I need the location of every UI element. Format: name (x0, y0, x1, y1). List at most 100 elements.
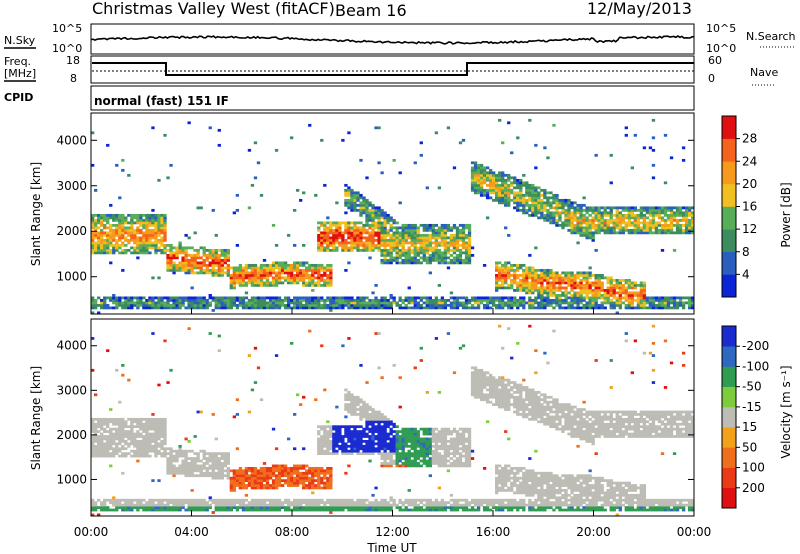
power-cell (317, 281, 321, 285)
power-cell (280, 263, 285, 267)
power-cell (211, 258, 215, 262)
velocity-cell (317, 481, 321, 485)
power-cell (636, 306, 641, 310)
power-cell (473, 186, 478, 190)
power-cell (645, 296, 650, 300)
power-cell (296, 266, 300, 270)
power-cell (97, 311, 101, 315)
velocity-cell (175, 498, 179, 502)
power-cell (271, 276, 276, 280)
velocity-cell (320, 501, 324, 505)
power-cell (543, 268, 547, 272)
power-cell (540, 216, 544, 220)
power-cell (226, 263, 230, 267)
power-cell (350, 301, 354, 305)
power-cell (624, 126, 628, 130)
velocity-cell (250, 484, 255, 487)
velocity-cell (302, 484, 306, 487)
power-cell (464, 226, 469, 230)
power-cell (573, 201, 577, 205)
power-cell (401, 248, 405, 252)
velocity-cell (235, 471, 240, 475)
power-cell (630, 228, 634, 232)
velocity-cell (235, 481, 240, 485)
power-cell (476, 166, 481, 170)
power-cell (567, 271, 571, 275)
velocity-cell (187, 503, 191, 507)
velocity-cell (244, 469, 249, 473)
velocity-cell (283, 481, 288, 485)
power-cell (603, 211, 607, 215)
power-cell (365, 231, 369, 235)
power-cell (407, 231, 411, 235)
power-cell (516, 183, 520, 187)
power-cell (425, 243, 429, 247)
power-cell (425, 223, 429, 227)
velocity-cell (124, 501, 128, 505)
power-cell (344, 238, 348, 242)
power-cell (166, 296, 170, 300)
power-cell (344, 198, 348, 202)
velocity-cell (235, 447, 240, 451)
power-cell (519, 273, 523, 277)
power-cell (371, 241, 375, 245)
power-cell (603, 298, 607, 302)
power-cell (256, 301, 261, 305)
velocity-cell (112, 501, 116, 505)
power-cell (100, 218, 104, 222)
power-cell (329, 306, 333, 310)
power-cell (654, 226, 659, 230)
power-cell (380, 261, 384, 265)
velocity-cell (223, 506, 227, 509)
velocity-cell (253, 469, 258, 473)
power-cell (495, 283, 499, 287)
velocity-cell (293, 498, 297, 502)
power-cell (585, 233, 589, 237)
power-cell (597, 226, 601, 230)
velocity-cell (271, 484, 276, 487)
velocity-cell (91, 437, 95, 441)
velocity-cell (238, 481, 243, 485)
velocity-cell (118, 449, 122, 453)
power-cell (256, 281, 261, 285)
power-cell (549, 221, 553, 225)
velocity-cell (187, 471, 191, 475)
power-cell (479, 171, 484, 175)
velocity-cell (214, 459, 218, 463)
velocity-cell (241, 486, 246, 490)
power-cell (522, 263, 526, 267)
power-cell (407, 261, 411, 265)
power-cell (504, 173, 508, 177)
power-cell (434, 246, 439, 250)
velocity-cell (274, 464, 279, 468)
velocity-cell (124, 498, 128, 502)
power-cell (142, 238, 146, 242)
power-cell (479, 181, 484, 185)
velocity-cell (160, 420, 164, 424)
power-cell (299, 303, 303, 307)
power-cell (359, 193, 363, 197)
power-cell (558, 306, 562, 310)
velocity-cell (157, 422, 161, 426)
power-cell (151, 208, 155, 212)
velocity-cell (157, 437, 161, 441)
power-cell (280, 303, 285, 307)
power-cell (428, 253, 432, 257)
velocity-cell (124, 506, 128, 509)
velocity-cell (308, 498, 312, 502)
power-cell (470, 173, 475, 177)
power-cell (690, 223, 695, 227)
power-cell (570, 276, 574, 280)
velocity-cell (238, 484, 243, 487)
power-cell (109, 226, 113, 230)
velocity-cell (238, 474, 243, 478)
power-cell (470, 303, 475, 307)
power-cell (434, 301, 439, 305)
velocity-cell (199, 503, 203, 507)
power-cell (479, 173, 484, 177)
power-cell (531, 286, 535, 290)
power-cell (184, 263, 188, 267)
velocity-cell (145, 449, 149, 453)
power-cell (178, 241, 182, 245)
velocity-cell (247, 354, 252, 357)
